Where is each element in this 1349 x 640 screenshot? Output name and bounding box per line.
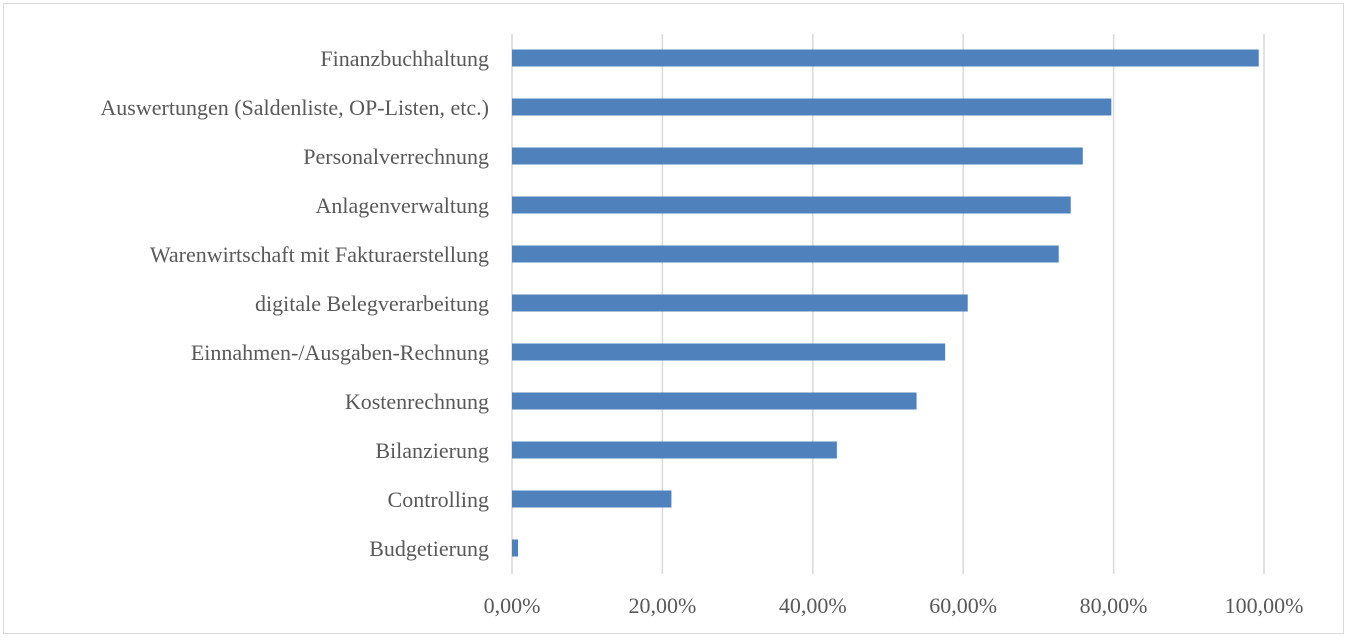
x-tick-label: 80,00% (1080, 593, 1148, 618)
bar (512, 343, 946, 361)
bars (512, 49, 1259, 557)
bar (512, 147, 1083, 165)
x-tick-label: 40,00% (779, 593, 847, 618)
bar (512, 294, 968, 312)
bar (512, 196, 1071, 214)
bar (512, 392, 917, 410)
category-label: digitale Belegverarbeitung (255, 291, 489, 316)
category-label: Einnahmen-/Ausgaben-Rechnung (191, 340, 489, 365)
x-tick-label: 20,00% (628, 593, 696, 618)
category-label: Warenwirtschaft mit Fakturaerstellung (150, 242, 489, 267)
bar (512, 539, 519, 557)
category-label: Finanzbuchhaltung (320, 46, 489, 71)
bar (512, 245, 1059, 263)
bar (512, 49, 1259, 67)
x-tick-label: 0,00% (484, 593, 541, 618)
category-label: Anlagenverwaltung (316, 193, 490, 218)
bar (512, 98, 1112, 116)
x-tick-label: 60,00% (929, 593, 997, 618)
category-label: Personalverrechnung (303, 144, 489, 169)
x-tick-labels: 0,00% 20,00% 40,00% 60,00% 80,00% 100,00% (484, 593, 1304, 618)
category-label: Budgetierung (369, 536, 489, 561)
category-label: Kostenrechnung (345, 389, 489, 414)
bar (512, 441, 837, 459)
category-label: Bilanzierung (375, 438, 489, 463)
bar (512, 490, 672, 508)
category-label: Controlling (388, 487, 489, 512)
gridlines (511, 34, 1265, 574)
category-label: Auswertungen (Saldenliste, OP-Listen, et… (100, 95, 489, 120)
x-tick-label: 100,00% (1225, 593, 1304, 618)
category-labels: Finanzbuchhaltung Auswertungen (Saldenlis… (100, 46, 489, 561)
